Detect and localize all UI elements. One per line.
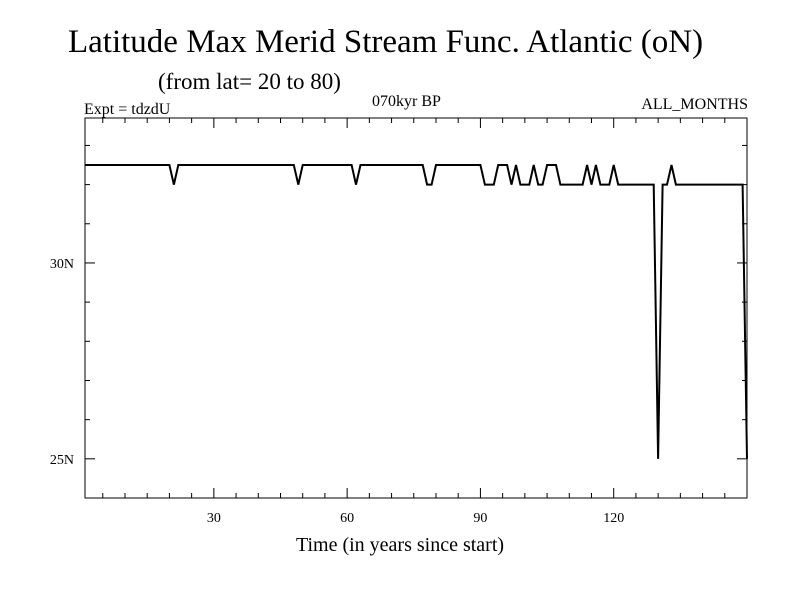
plot-frame	[84, 117, 748, 499]
period-label: 070kyr BP	[372, 93, 441, 110]
x-tick-label: 90	[473, 511, 487, 526]
x-tick-label: 60	[340, 511, 354, 526]
x-axis-label: Time (in years since start)	[295, 534, 505, 556]
y-tick-label: 25N	[50, 453, 74, 468]
chart-title: Latitude Max Merid Stream Func. Atlantic…	[68, 24, 704, 60]
x-tick-label: 30	[207, 511, 221, 526]
x-tick-label: 120	[603, 511, 624, 526]
chart-subtitle: (from lat= 20 to 80)	[158, 69, 341, 94]
experiment-label: Expt = tdzdU	[84, 101, 171, 118]
months-label: ALL_MONTHS	[641, 96, 748, 113]
y-tick-label: 30N	[50, 257, 74, 272]
series-line-0	[85, 164, 748, 459]
